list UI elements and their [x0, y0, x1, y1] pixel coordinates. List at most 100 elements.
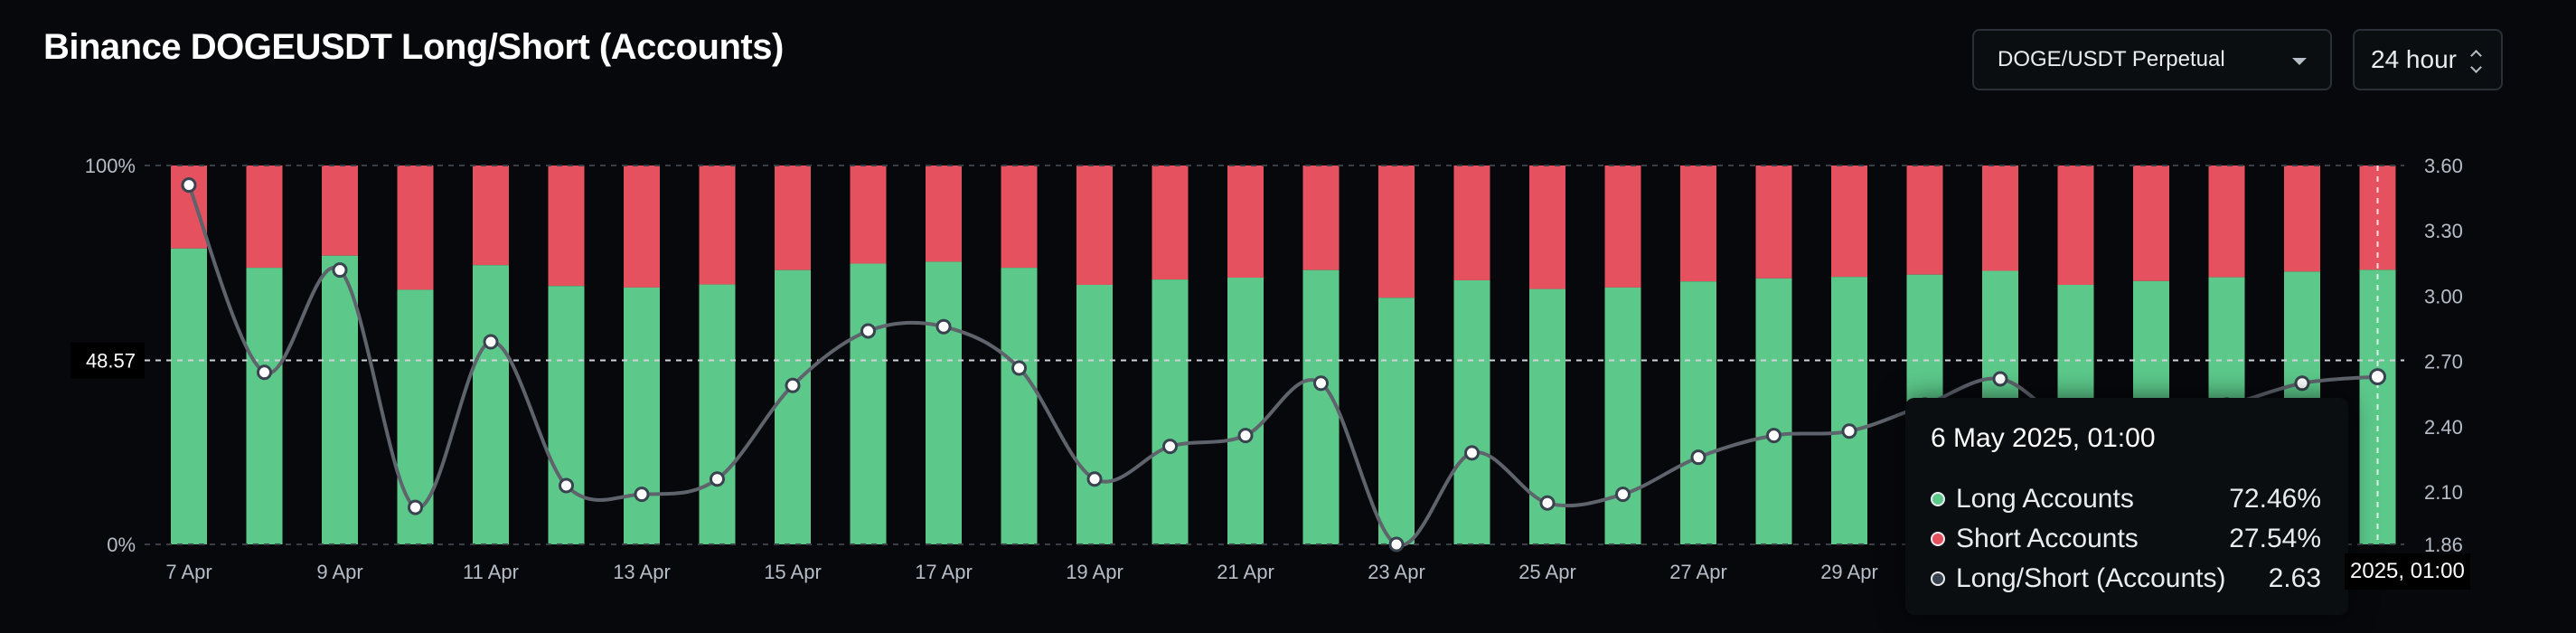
y-right-tick-label: 2.40	[2424, 416, 2463, 439]
bar-short	[850, 165, 887, 264]
ratio-point	[2294, 375, 2310, 392]
bar-short	[926, 165, 962, 262]
bar-short	[246, 165, 283, 269]
x-tick-label: 17 Apr	[915, 561, 973, 583]
short-legend-dot-icon	[1931, 532, 1945, 546]
bar-long	[1831, 277, 1867, 544]
tooltip-time: 6 May 2025, 01:00	[1931, 423, 2156, 453]
bar-long	[1076, 284, 1113, 544]
bar-long	[624, 287, 660, 544]
ratio-point	[1690, 449, 1706, 466]
x-tick-label: 29 Apr	[1820, 561, 1878, 583]
y-left-tick-label: 48.57	[86, 349, 136, 372]
long-legend-dot-icon	[1931, 492, 1945, 506]
bar-long	[926, 261, 962, 544]
ratio-point	[634, 487, 650, 503]
bar-long	[171, 248, 207, 544]
bar-long	[473, 265, 509, 544]
ratio-point	[2369, 368, 2386, 386]
tooltip-row-ratio: Long/Short (Accounts) 2.63	[1931, 559, 2321, 599]
bar-long	[246, 268, 283, 544]
bar-long	[1604, 287, 1641, 544]
ratio-point	[483, 334, 499, 350]
bar-short	[397, 165, 434, 290]
y-right-tick-label: 3.30	[2424, 220, 2463, 242]
ratio-point	[559, 477, 574, 494]
ratio-point	[1992, 371, 2008, 387]
ratio-point	[1841, 423, 1857, 439]
bar-short	[775, 165, 811, 270]
tooltip-label: Long Accounts	[1956, 484, 2134, 514]
tooltip-label: Short Accounts	[1956, 524, 2139, 553]
bar-short	[1755, 165, 1792, 279]
bar-short	[699, 165, 736, 285]
ratio-legend-dot-icon	[1931, 572, 1945, 586]
ratio-line	[187, 184, 2378, 547]
x-tick-label: 19 Apr	[1066, 561, 1123, 583]
x-tick-label: 21 Apr	[1217, 561, 1274, 583]
bar-long	[548, 286, 585, 544]
chart-tooltip: 6 May 2025, 01:00 Long Accounts 72.46% S…	[1905, 398, 2348, 615]
bar-short	[1680, 165, 1716, 282]
tooltip-label: Long/Short (Accounts)	[1956, 563, 2226, 593]
bar-short	[1906, 165, 1943, 275]
tooltip-value: 72.46%	[2229, 484, 2321, 514]
ratio-point	[710, 471, 725, 487]
y-right-tick-label: 1.86	[2424, 534, 2463, 556]
bar-short	[1152, 165, 1189, 280]
x-tick-label: 27 Apr	[1669, 561, 1727, 583]
bar-long	[1680, 281, 1716, 544]
ratio-point	[1388, 536, 1405, 553]
ratio-point	[1162, 439, 1178, 455]
ratio-point	[1086, 471, 1103, 487]
symbol-select[interactable]: DOGE/USDT Perpetual	[1972, 29, 2332, 90]
ratio-point	[1539, 495, 1556, 511]
ratio-point	[1237, 428, 1254, 444]
bar-short	[1831, 165, 1867, 278]
ratio-point	[257, 364, 272, 381]
ratio-point	[181, 177, 197, 194]
y-right-tick-label: 3.60	[2424, 155, 2463, 177]
y-right-tick-label: 2.70	[2424, 351, 2463, 373]
bar-long	[775, 269, 811, 544]
ratio-point	[1313, 375, 1329, 392]
ratio-point	[785, 377, 801, 393]
bar-long	[1378, 298, 1415, 544]
period-select[interactable]: 24 hour	[2353, 29, 2503, 90]
tooltip-row-long: Long Accounts 72.46%	[1931, 479, 2321, 519]
ratio-point	[860, 323, 876, 339]
bar-long	[1001, 268, 1038, 544]
bar-short	[2284, 165, 2320, 272]
ref-label-bg	[71, 342, 145, 379]
bar-short	[1001, 165, 1038, 269]
bar-short	[624, 165, 660, 288]
ratio-point	[332, 262, 348, 279]
bar-long	[322, 255, 358, 544]
ratio-point	[1464, 445, 1480, 461]
bar-short	[2057, 165, 2094, 285]
ratio-point	[1766, 428, 1782, 444]
bar-long	[1453, 279, 1490, 544]
bar-short	[1604, 165, 1641, 288]
tooltip-value: 27.54%	[2229, 524, 2321, 553]
bar-short	[1529, 165, 1565, 289]
bar-short	[2208, 165, 2245, 278]
bar-short	[1982, 165, 2018, 271]
bar-long	[1227, 278, 1264, 544]
y-left-tick-label: 0%	[107, 534, 136, 556]
ratio-point	[408, 499, 423, 515]
period-select-value: 24 hour	[2371, 45, 2457, 73]
ratio-point	[1615, 487, 1631, 503]
bar-long	[1302, 269, 1340, 544]
hover-x-label: 2025, 01:00	[2345, 553, 2470, 590]
x-tick-label: 23 Apr	[1368, 561, 1425, 583]
x-tick-label: 13 Apr	[613, 561, 671, 583]
bar-short	[322, 165, 358, 256]
bar-short	[473, 165, 509, 266]
bar-long	[850, 263, 887, 544]
bar-short	[1227, 165, 1264, 279]
y-right-tick-label: 2.10	[2424, 481, 2463, 504]
page-title: Binance DOGEUSDT Long/Short (Accounts)	[43, 27, 784, 67]
ratio-point	[935, 318, 952, 335]
tooltip-value: 2.63	[2268, 563, 2321, 593]
